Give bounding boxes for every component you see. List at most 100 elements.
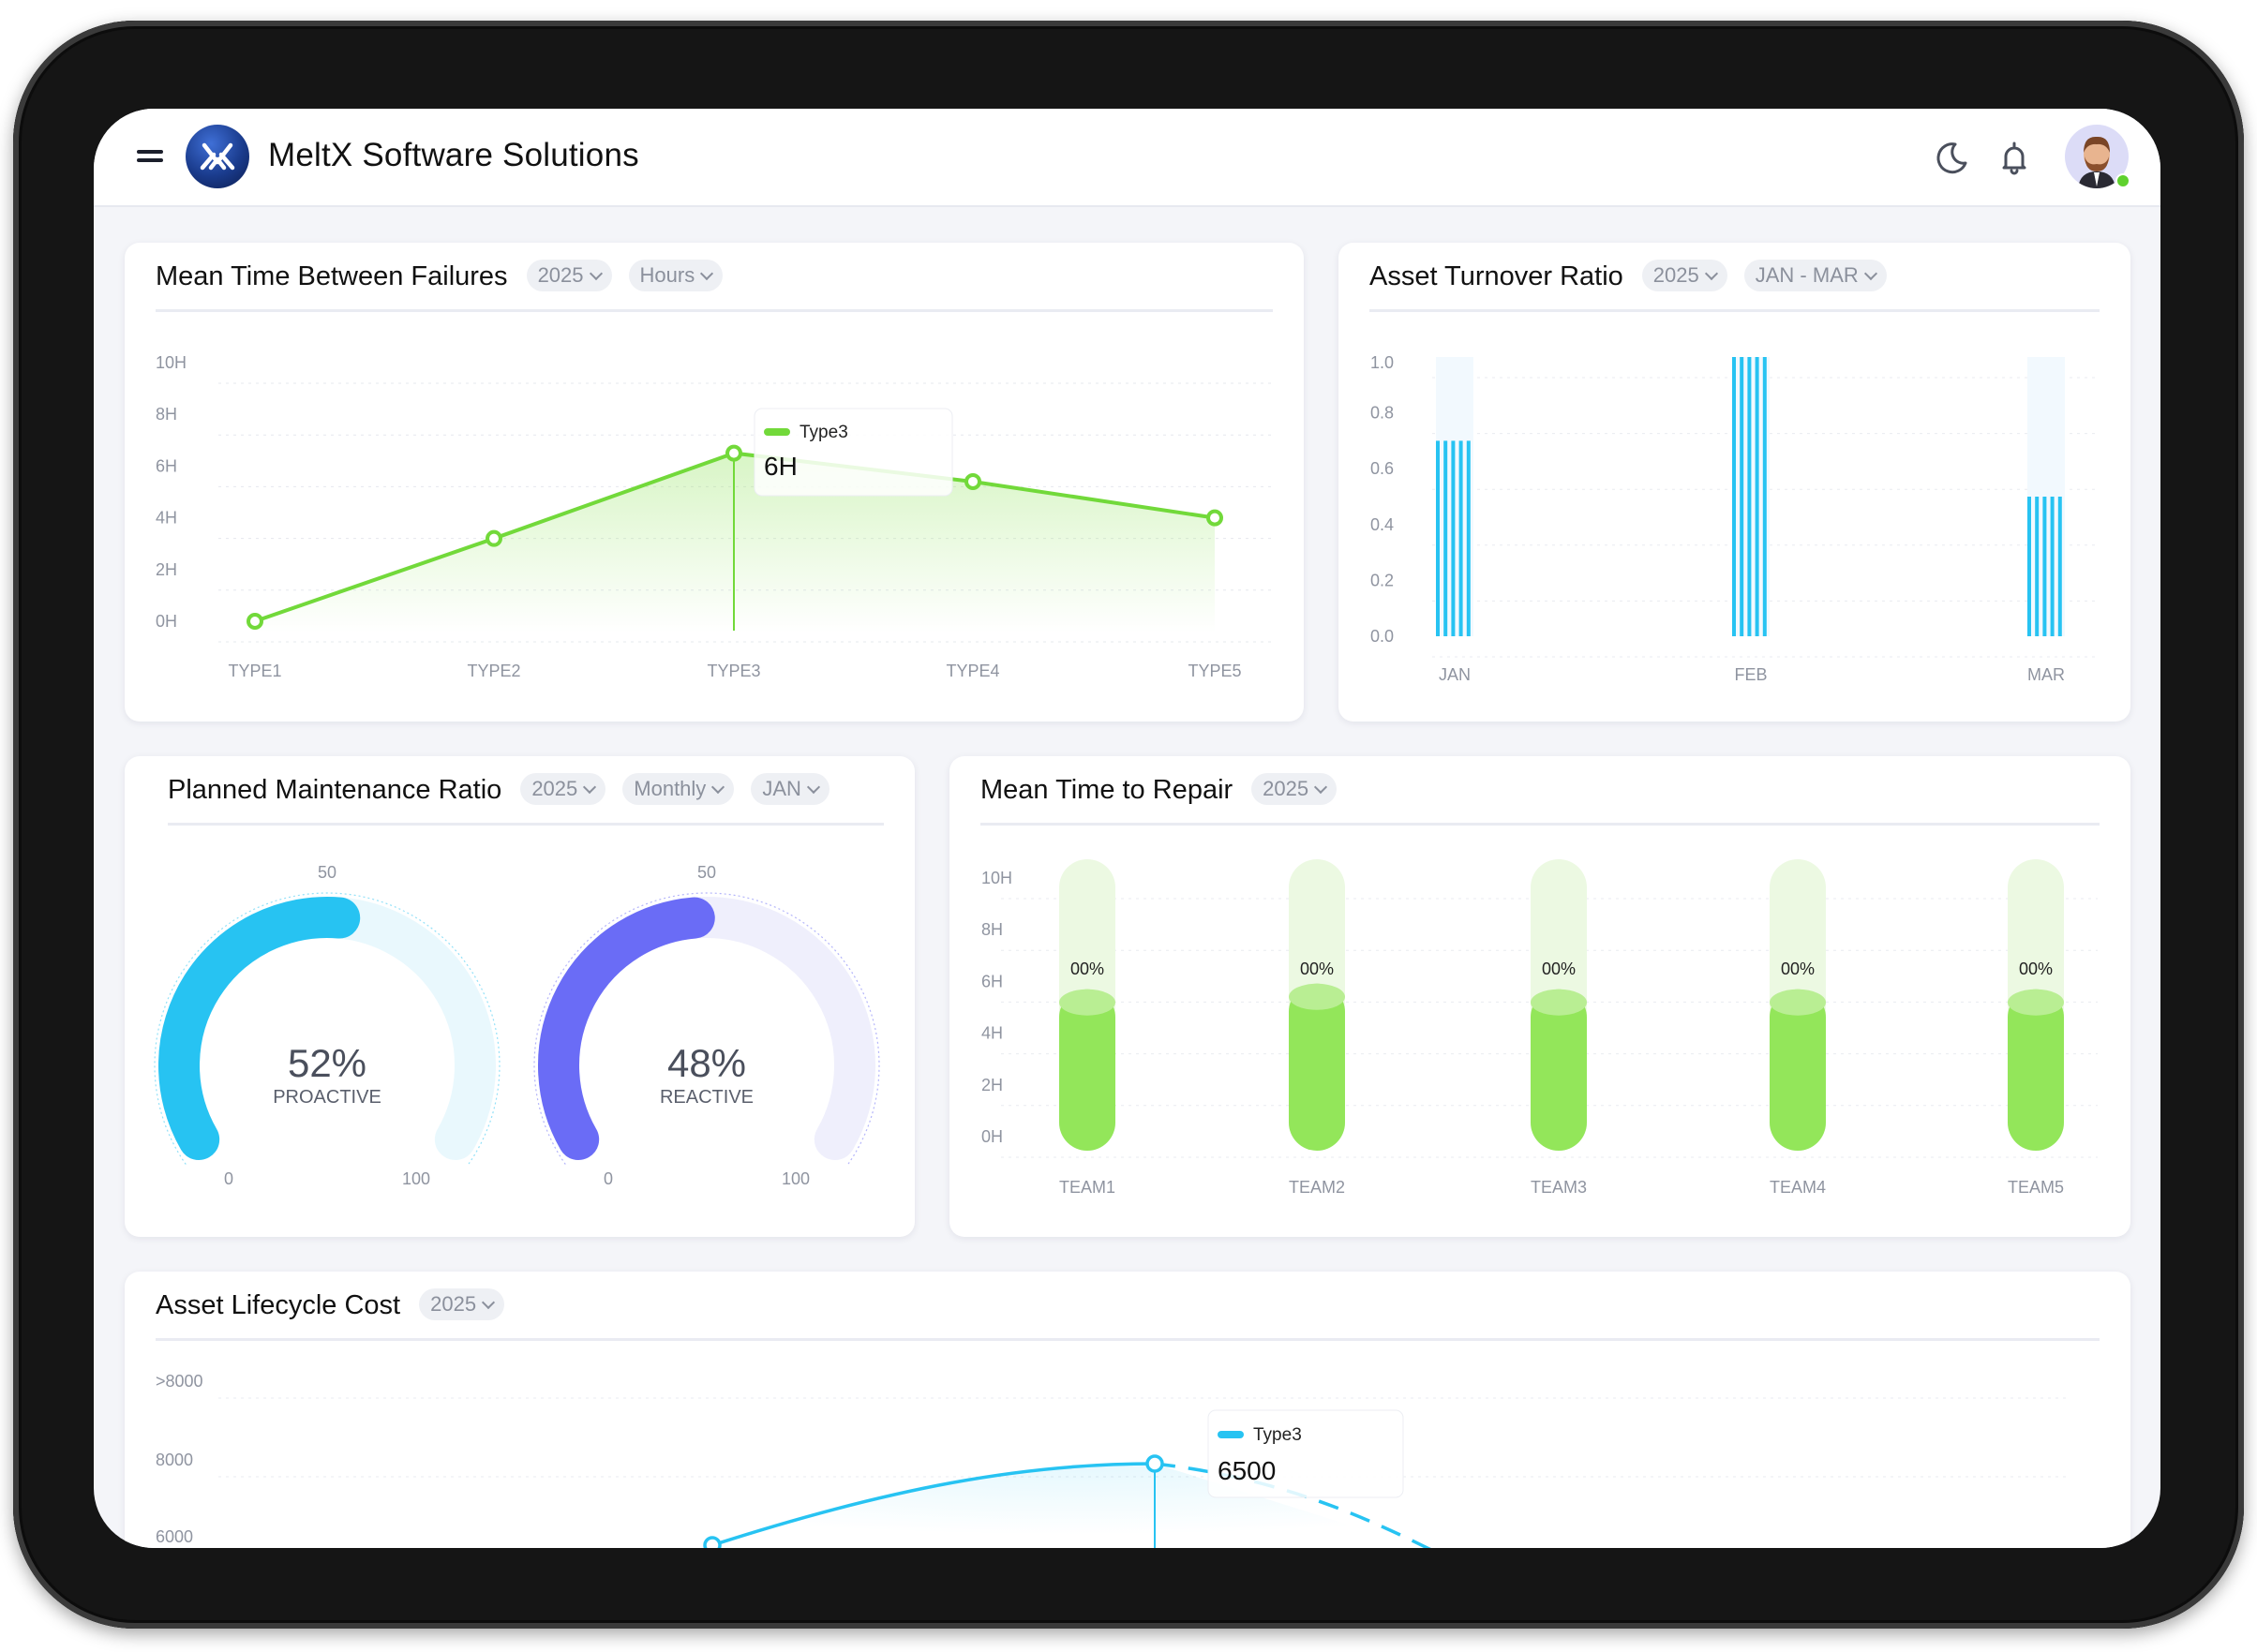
- y-tick-label: 10H: [981, 869, 1012, 887]
- bar-stripe: [1451, 440, 1456, 636]
- dropdown-value: 2025: [430, 1292, 477, 1316]
- card-title: Asset Turnover Ratio: [1369, 261, 1623, 291]
- year-dropdown[interactable]: 2025: [1641, 260, 1727, 291]
- x-tick-label: TEAM1: [1059, 1178, 1115, 1197]
- bar-stripe: [1436, 440, 1440, 636]
- tooltip-legend-swatch: [764, 428, 790, 436]
- bar-stripe: [1747, 357, 1752, 636]
- month-dropdown[interactable]: JAN: [751, 773, 830, 805]
- x-tick-label: TEAM2: [1289, 1178, 1345, 1197]
- x-tick-label: FEB: [1734, 665, 1767, 684]
- x-tick-label: JAN: [1439, 665, 1471, 684]
- bar-jan: [1436, 440, 1471, 636]
- y-tick-label: 2H: [156, 560, 177, 579]
- area-fill: [712, 1464, 1423, 1548]
- gauge-percent: 48%: [667, 1041, 746, 1085]
- series-line: [711, 1462, 1156, 1547]
- hamburger-icon[interactable]: [137, 150, 163, 163]
- data-point: [1206, 509, 1223, 527]
- user-avatar[interactable]: [2065, 125, 2129, 188]
- y-tick-label: 8H: [981, 920, 1003, 939]
- bar-cap: [2008, 989, 2064, 1016]
- x-tick-label: TYPE3: [707, 662, 760, 680]
- bar-fill: [1770, 989, 1826, 1151]
- bar-fill: [1531, 989, 1587, 1151]
- y-tick-label: 0.6: [1370, 459, 1394, 478]
- y-tick-label: 2H: [981, 1076, 1003, 1094]
- x-tick-label: TEAM5: [2008, 1178, 2064, 1197]
- bar-data-label: 00%: [2019, 960, 2053, 978]
- tooltip-value: 6H: [764, 452, 798, 481]
- bell-icon[interactable]: [1995, 139, 2033, 176]
- y-tick-label: >8000: [156, 1372, 203, 1391]
- data-point: [725, 444, 742, 462]
- bar-fill: [1289, 983, 1345, 1151]
- card-header: Mean Time Between Failures 2025 Hours: [156, 260, 1273, 312]
- y-tick-label: 4H: [156, 509, 177, 528]
- chevron-down-icon: [1863, 266, 1877, 281]
- dropdown-value: JAN: [762, 777, 801, 800]
- tooltip: [754, 408, 953, 497]
- year-dropdown[interactable]: 2025: [1251, 773, 1338, 805]
- dropdown-value: 2025: [531, 777, 578, 800]
- gauge-percent: 52%: [288, 1041, 366, 1085]
- data-point: [1145, 1454, 1164, 1473]
- year-dropdown[interactable]: 2025: [526, 260, 612, 291]
- dropdown-value: 2025: [1263, 777, 1309, 800]
- chevron-down-icon: [589, 266, 603, 281]
- gauge-outer-ring: [154, 892, 501, 1165]
- dropdown-value: Hours: [639, 263, 695, 287]
- chevron-down-icon: [806, 780, 820, 795]
- range-dropdown[interactable]: JAN - MAR: [1743, 260, 1887, 291]
- atr-card: 0.0 0.2 0.4 0.6 0.8 1.0 JAN FEB MAR Asset Turnov…: [1338, 243, 2130, 722]
- gauge-fill: [158, 897, 361, 1160]
- y-tick-label: 4H: [981, 1024, 1003, 1043]
- y-tick-label: 6H: [981, 972, 1003, 990]
- bar-cap: [1059, 989, 1115, 1016]
- chevron-down-icon: [481, 1295, 496, 1310]
- period-dropdown[interactable]: Monthly: [622, 773, 735, 805]
- brand-logo: [186, 125, 249, 188]
- bar-data-label: 00%: [1542, 960, 1576, 978]
- bar-stripe: [2042, 497, 2047, 636]
- dropdown-value: 2025: [1652, 263, 1699, 287]
- y-tick-label: 0H: [981, 1127, 1003, 1146]
- gauge-tick-label: 50: [318, 863, 336, 882]
- card-title: Mean Time to Repair: [980, 775, 1233, 805]
- unit-dropdown[interactable]: Hours: [628, 260, 724, 291]
- year-dropdown[interactable]: 2025: [520, 773, 606, 805]
- moon-icon[interactable]: [1933, 139, 1970, 176]
- mtbf-chart: 0H 2H 4H 6H 8H 10H TYPE1 TYPE2 TYPE3 TYPE4 TYPE5 Ty…: [156, 353, 1273, 680]
- gauge-fill: [538, 897, 715, 1160]
- gauge-caption: PROACTIVE: [273, 1087, 381, 1108]
- gauge-caption: REACTIVE: [660, 1087, 754, 1108]
- bar-fill: [1059, 989, 1115, 1151]
- app-screen: MeltX Software Solutions 0H 2H 4H 6H 8H 10H TY…: [94, 109, 2160, 1548]
- y-tick-label: 8H: [156, 405, 177, 424]
- top-bar: MeltX Software Solutions: [94, 109, 2160, 207]
- gauge-tick-label: 0: [604, 1169, 613, 1188]
- x-tick-label: TYPE4: [946, 662, 999, 680]
- bar-mar: [2027, 497, 2062, 636]
- alc-chart: 6000 8000 >8000 Type3 6500: [156, 1372, 2070, 1548]
- data-point: [964, 472, 981, 490]
- card-header: Asset Lifecycle Cost 2025: [156, 1288, 2100, 1341]
- gauge-tick-label: 100: [402, 1169, 430, 1188]
- card-header: Asset Turnover Ratio 2025 JAN - MAR: [1369, 260, 2100, 312]
- y-tick-label: 0.0: [1370, 627, 1394, 646]
- y-tick-label: 1.0: [1370, 353, 1394, 372]
- y-tick-label: 6H: [156, 456, 177, 475]
- gauge-outer-ring: [533, 892, 880, 1165]
- card-header: Mean Time to Repair 2025: [980, 773, 2100, 826]
- y-tick-label: 6000: [156, 1527, 193, 1546]
- chevron-down-icon: [700, 266, 714, 281]
- gauge-tick-label: 100: [782, 1169, 810, 1188]
- bar-stripe: [2050, 497, 2055, 636]
- bar-data-label: 00%: [1781, 960, 1815, 978]
- series-line-dashed: [1154, 1462, 1431, 1548]
- tooltip: [1207, 1409, 1404, 1498]
- bar-feb: [1732, 357, 1767, 636]
- card-header: Planned Maintenance Ratio 2025 Monthly J…: [168, 773, 884, 826]
- year-dropdown[interactable]: 2025: [419, 1288, 505, 1320]
- bar-fill: [2008, 989, 2064, 1151]
